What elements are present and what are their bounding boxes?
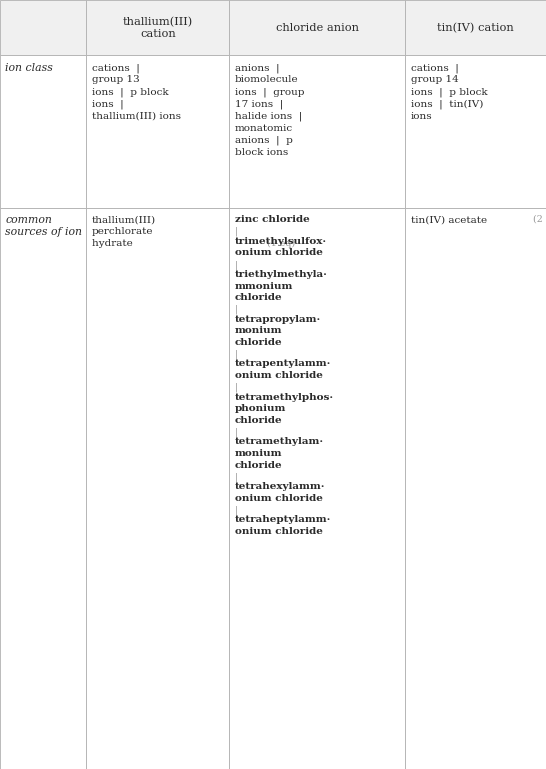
Text: chloride anion: chloride anion xyxy=(276,22,359,33)
Text: chloride: chloride xyxy=(235,293,282,302)
Text: tin(IV) cation: tin(IV) cation xyxy=(437,22,514,33)
Text: tin(IV) acetate: tin(IV) acetate xyxy=(411,215,490,225)
Text: |: | xyxy=(235,227,238,236)
Text: tetrahexylamm·: tetrahexylamm· xyxy=(235,482,325,491)
Text: (1 eq): (1 eq) xyxy=(264,238,295,248)
Bar xyxy=(229,0,405,55)
Bar xyxy=(405,208,546,769)
Text: tetramethylphos·: tetramethylphos· xyxy=(235,393,334,401)
Bar xyxy=(405,55,546,208)
Bar xyxy=(229,208,405,769)
Bar xyxy=(86,0,229,55)
Text: onium chloride: onium chloride xyxy=(235,527,323,536)
Text: zinc chloride: zinc chloride xyxy=(235,215,310,225)
Text: chloride: chloride xyxy=(235,416,282,424)
Text: |: | xyxy=(235,383,238,392)
Text: tetrapropylam·: tetrapropylam· xyxy=(235,315,321,324)
Text: perchlorate: perchlorate xyxy=(92,227,153,236)
Text: thallium(III): thallium(III) xyxy=(92,215,156,225)
Text: monium: monium xyxy=(235,326,282,335)
Text: hydrate: hydrate xyxy=(92,238,136,248)
Text: tetraheptylamm·: tetraheptylamm· xyxy=(235,515,331,524)
Text: |: | xyxy=(235,260,238,270)
Text: (2 eq): (2 eq) xyxy=(530,215,546,225)
Text: |: | xyxy=(235,505,238,515)
Bar xyxy=(229,55,405,208)
Text: |: | xyxy=(235,305,238,315)
Bar xyxy=(86,208,229,769)
Text: |: | xyxy=(235,472,238,481)
Bar xyxy=(86,55,229,208)
Text: chloride: chloride xyxy=(235,338,282,347)
Text: tetramethylam·: tetramethylam· xyxy=(235,438,324,446)
Text: triethylmethyla·: triethylmethyla· xyxy=(235,270,328,279)
Text: anions  |
biomolecule
ions  |  group
17 ions  |
halide ions  |
monatomic
anions : anions | biomolecule ions | group 17 ion… xyxy=(235,63,304,157)
Text: |: | xyxy=(235,428,238,437)
Text: |: | xyxy=(235,350,238,359)
Bar xyxy=(0,55,86,208)
Text: trimethylsulfox·: trimethylsulfox· xyxy=(235,237,327,246)
Text: cations  |
group 13
ions  |  p block
ions  |
thallium(III) ions: cations | group 13 ions | p block ions |… xyxy=(92,63,181,121)
Text: mmonium: mmonium xyxy=(235,281,293,291)
Bar xyxy=(0,0,86,55)
Text: onium chloride: onium chloride xyxy=(235,371,323,380)
Text: thallium(III)
cation: thallium(III) cation xyxy=(123,17,193,38)
Bar xyxy=(405,0,546,55)
Text: onium chloride: onium chloride xyxy=(235,494,323,503)
Text: tetrapentylamm·: tetrapentylamm· xyxy=(235,359,331,368)
Text: onium chloride: onium chloride xyxy=(235,248,323,258)
Text: cations  |
group 14
ions  |  p block
ions  |  tin(IV)
ions: cations | group 14 ions | p block ions |… xyxy=(411,63,487,121)
Bar xyxy=(0,208,86,769)
Text: common
sources of ion: common sources of ion xyxy=(5,215,82,237)
Text: chloride: chloride xyxy=(235,461,282,470)
Text: phonium: phonium xyxy=(235,404,286,413)
Text: ion class: ion class xyxy=(5,63,54,73)
Text: monium: monium xyxy=(235,449,282,458)
